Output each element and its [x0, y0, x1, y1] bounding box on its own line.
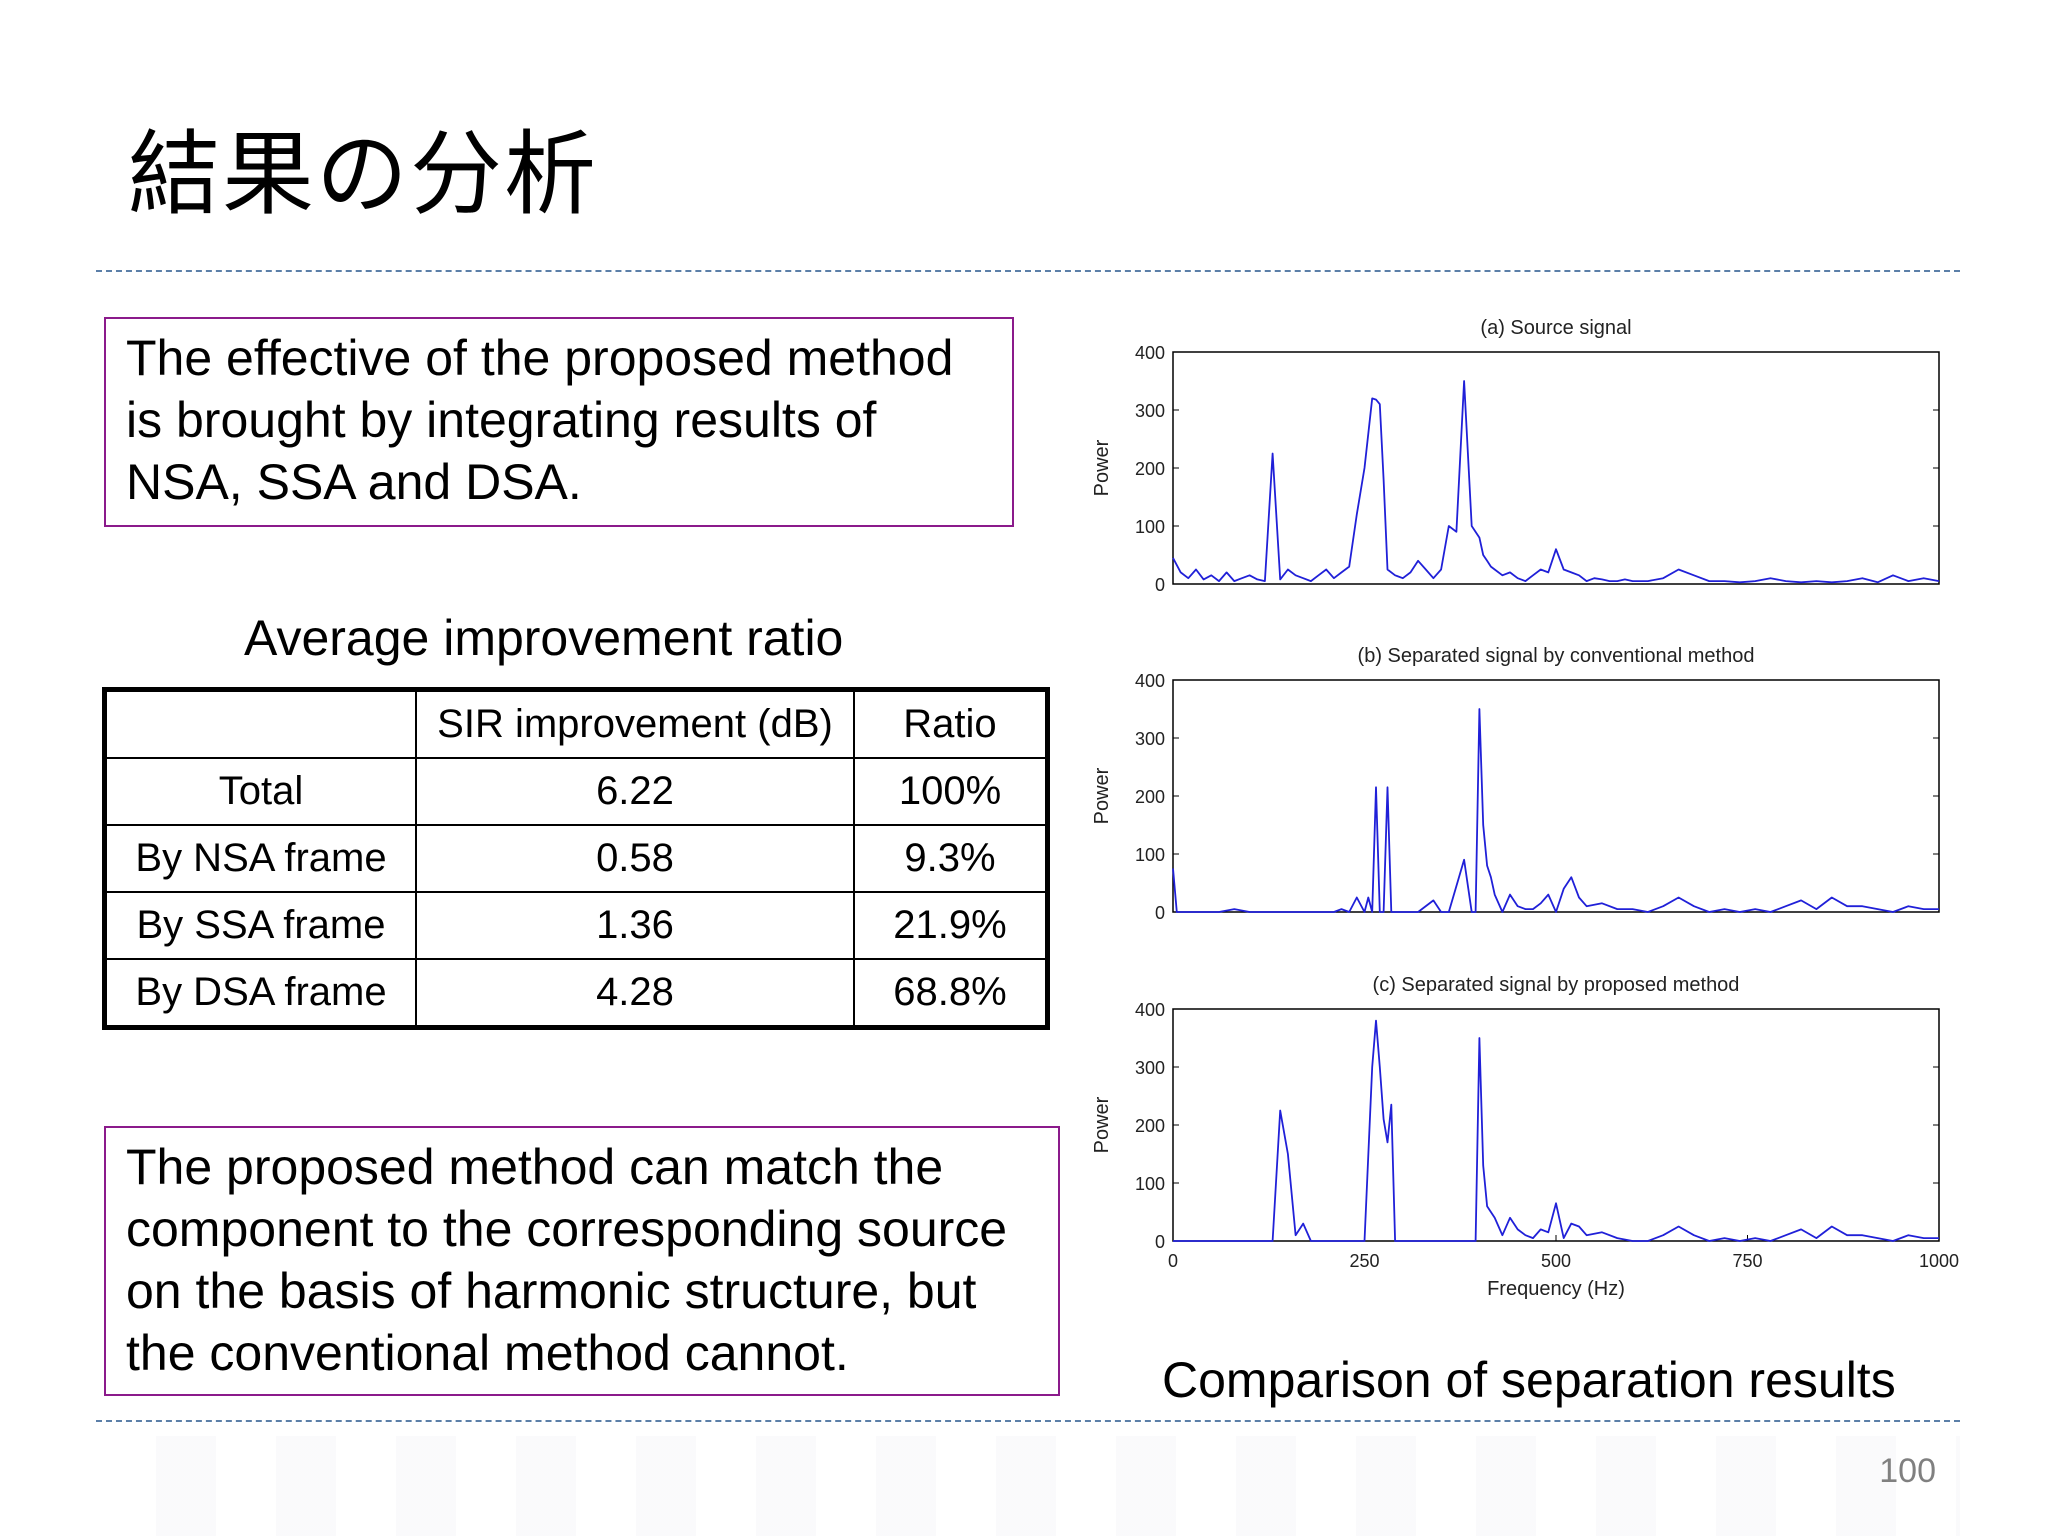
- footer-divider: [96, 1420, 1960, 1422]
- bottom-note-box: The proposed method can match the compon…: [104, 1126, 1060, 1396]
- table-cell: 6.22: [415, 757, 855, 826]
- table-header-cell: SIR improvement (dB): [415, 688, 855, 759]
- table-cell: By SSA frame: [103, 891, 417, 960]
- y-tick-label: 300: [1135, 1058, 1165, 1078]
- spectrum-series-line: [1172, 708, 1939, 913]
- results-table: SIR improvement (dB) Ratio Total 6.22 10…: [102, 687, 1050, 1030]
- table-cell: 21.9%: [853, 891, 1049, 960]
- table-header-row: SIR improvement (dB) Ratio: [103, 688, 1049, 759]
- title-divider: [96, 270, 1960, 272]
- bottom-note-line: on the basis of harmonic structure, but: [126, 1263, 977, 1319]
- bottom-note-line: The proposed method can match the: [126, 1139, 944, 1195]
- page-number: 100: [1879, 1452, 1936, 1490]
- bottom-note-line: component to the corresponding source: [126, 1201, 1008, 1257]
- table-cell: 4.28: [415, 958, 855, 1029]
- y-axis-label: Power: [1091, 767, 1113, 824]
- table-row: By NSA frame 0.58 9.3%: [103, 824, 1049, 893]
- slide-title: 結果の分析: [128, 121, 599, 228]
- spectrum-series-line: [1173, 1019, 1939, 1242]
- bottom-note-line: the conventional method cannot.: [126, 1325, 849, 1381]
- x-tick-label: 250: [1349, 1251, 1379, 1271]
- spectrum-charts-svg: (a) Source signal 0 100 200 300 400 Power (b) S…: [1091, 317, 1959, 1300]
- y-tick-label: 400: [1135, 343, 1165, 363]
- top-note-box: The effective of the proposed method is …: [104, 317, 1014, 527]
- table-cell: 0.58: [415, 824, 855, 893]
- y-tick-label: 200: [1135, 459, 1165, 479]
- x-tick-label: 750: [1732, 1251, 1762, 1271]
- y-tick-label: 0: [1155, 1232, 1165, 1252]
- y-tick-label: 300: [1135, 729, 1165, 749]
- y-tick-label: 0: [1155, 903, 1165, 923]
- chart-title: (a) Source signal: [1480, 317, 1631, 339]
- y-axis-label: Power: [1091, 1096, 1113, 1153]
- y-tick-label: 300: [1135, 401, 1165, 421]
- y-tick-label: 100: [1135, 1174, 1165, 1194]
- y-tick-label: 100: [1135, 845, 1165, 865]
- table-title: Average improvement ratio: [244, 610, 844, 666]
- table-header-cell: [103, 688, 417, 759]
- chart-title: (c) Separated signal by proposed method: [1373, 974, 1740, 996]
- footer-background: [96, 1436, 1960, 1536]
- top-note-line: The effective of the proposed method: [126, 330, 954, 386]
- table-row: Total 6.22 100%: [103, 757, 1049, 826]
- x-tick-label: 1000: [1919, 1251, 1959, 1271]
- plot-frame: [1172, 351, 1940, 585]
- y-tick-label: 400: [1135, 671, 1165, 691]
- table-cell: 100%: [853, 757, 1049, 826]
- table-cell: 68.8%: [853, 958, 1049, 1029]
- plot-frame: [1172, 1008, 1940, 1242]
- spectrum-series-line: [1172, 380, 1940, 584]
- table-row: By SSA frame 1.36 21.9%: [103, 891, 1049, 960]
- y-tick-label: 400: [1135, 1000, 1165, 1020]
- top-note-line: NSA, SSA and DSA.: [126, 454, 582, 510]
- y-axis-label: Power: [1091, 439, 1113, 496]
- table-cell: 1.36: [415, 891, 855, 960]
- figure-caption: Comparison of separation results: [1162, 1352, 1896, 1408]
- table-row: By DSA frame 4.28 68.8%: [103, 958, 1049, 1029]
- table-cell: By NSA frame: [103, 824, 417, 893]
- table-cell: Total: [103, 757, 417, 826]
- x-tick-label: 0: [1168, 1251, 1178, 1271]
- top-note-line: is brought by integrating results of: [126, 392, 877, 448]
- y-tick-label: 200: [1135, 787, 1165, 807]
- x-axis-label: Frequency (Hz): [1487, 1278, 1625, 1300]
- table-cell: By DSA frame: [103, 958, 417, 1029]
- y-tick-label: 100: [1135, 517, 1165, 537]
- spectrum-figure: (a) Source signal 0 100 200 300 400 Power (b) S…: [1080, 300, 1980, 1350]
- table-cell: 9.3%: [853, 824, 1049, 893]
- plot-frame: [1172, 679, 1940, 913]
- y-tick-label: 0: [1155, 575, 1165, 595]
- table-header-cell: Ratio: [853, 688, 1049, 759]
- y-tick-label: 200: [1135, 1116, 1165, 1136]
- x-tick-label: 500: [1541, 1251, 1571, 1271]
- chart-title: (b) Separated signal by conventional met…: [1358, 645, 1755, 667]
